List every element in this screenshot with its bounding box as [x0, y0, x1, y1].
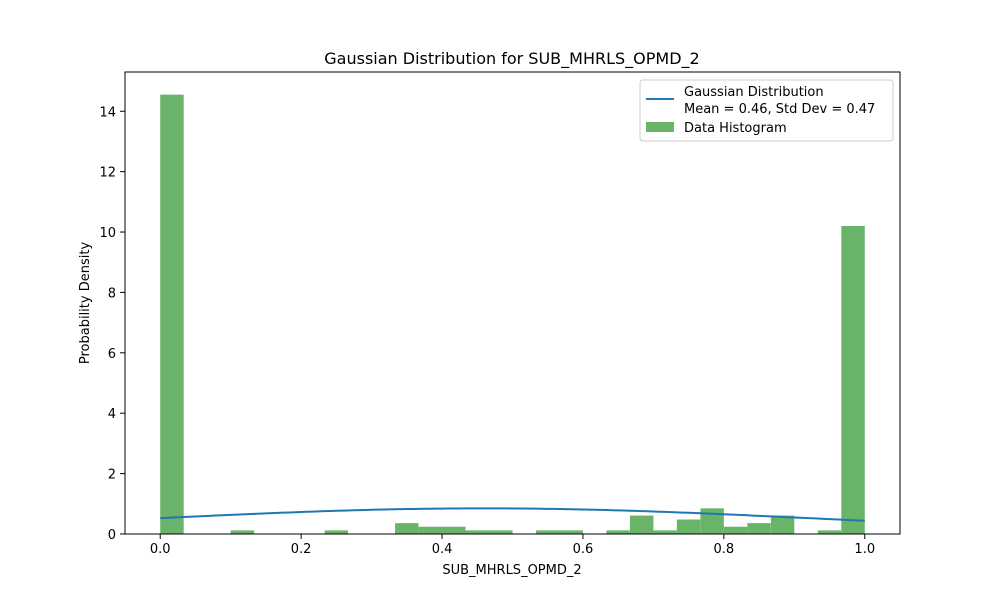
y-tick-label: 6	[108, 347, 116, 362]
y-tick-label: 14	[99, 105, 116, 120]
x-tick-label: 0.6	[573, 542, 594, 557]
histogram-bar	[653, 530, 677, 534]
y-axis-label: Probability Density	[78, 242, 93, 365]
histogram-bar	[160, 94, 184, 534]
legend-histogram-label: Data Histogram	[684, 121, 787, 136]
y-tick-label: 0	[108, 528, 116, 543]
legend-histogram-swatch	[646, 122, 674, 132]
x-tick-label: 0.0	[150, 542, 171, 557]
legend: Gaussian Distribution Mean = 0.46, Std D…	[639, 79, 894, 142]
histogram-bar	[465, 530, 489, 534]
x-tick-label: 0.8	[714, 542, 735, 557]
x-tick-label: 0.4	[432, 542, 453, 557]
histogram-bar	[442, 526, 466, 534]
x-tick-label: 0.2	[291, 542, 312, 557]
histogram-bar	[324, 530, 349, 534]
y-axis: 0 2 4 6 8 10 12 14	[99, 105, 125, 543]
y-tick-label: 10	[99, 226, 116, 241]
histogram-bar	[676, 519, 701, 534]
legend-gaussian-label: Gaussian Distribution	[684, 85, 824, 100]
histogram-bar	[817, 530, 842, 534]
plot-frame	[124, 71, 901, 535]
gaussian-curve-layer	[160, 507, 865, 522]
histogram-bar	[723, 526, 748, 534]
histogram-bar	[230, 530, 255, 534]
histogram-bar	[535, 530, 560, 534]
y-tick-label: 4	[108, 407, 116, 422]
histogram-bar	[606, 530, 630, 534]
histogram-bar	[700, 508, 724, 534]
histogram-bar	[629, 515, 654, 534]
x-axis: 0.0 0.2 0.4 0.6 0.8 1.0	[150, 534, 875, 557]
histogram-bar	[559, 530, 583, 534]
histogram-bar	[418, 526, 443, 534]
histogram-bar	[395, 523, 419, 534]
y-tick-label: 8	[108, 286, 116, 301]
histogram-bar	[489, 530, 513, 534]
legend-frame	[639, 79, 894, 142]
chart-title: Gaussian Distribution for SUB_MHRLS_OPMD…	[324, 49, 699, 69]
y-tick-label: 12	[99, 166, 116, 181]
histogram-bar	[841, 226, 865, 534]
legend-gaussian-stats: Mean = 0.46, Std Dev = 0.47	[684, 102, 875, 117]
histogram-bar	[770, 515, 795, 534]
y-tick-label: 2	[108, 468, 116, 483]
x-axis-label: SUB_MHRLS_OPMD_2	[442, 563, 581, 578]
x-tick-label: 1.0	[854, 542, 875, 557]
gaussian-curve	[160, 507, 865, 522]
histogram-bar	[747, 523, 771, 534]
